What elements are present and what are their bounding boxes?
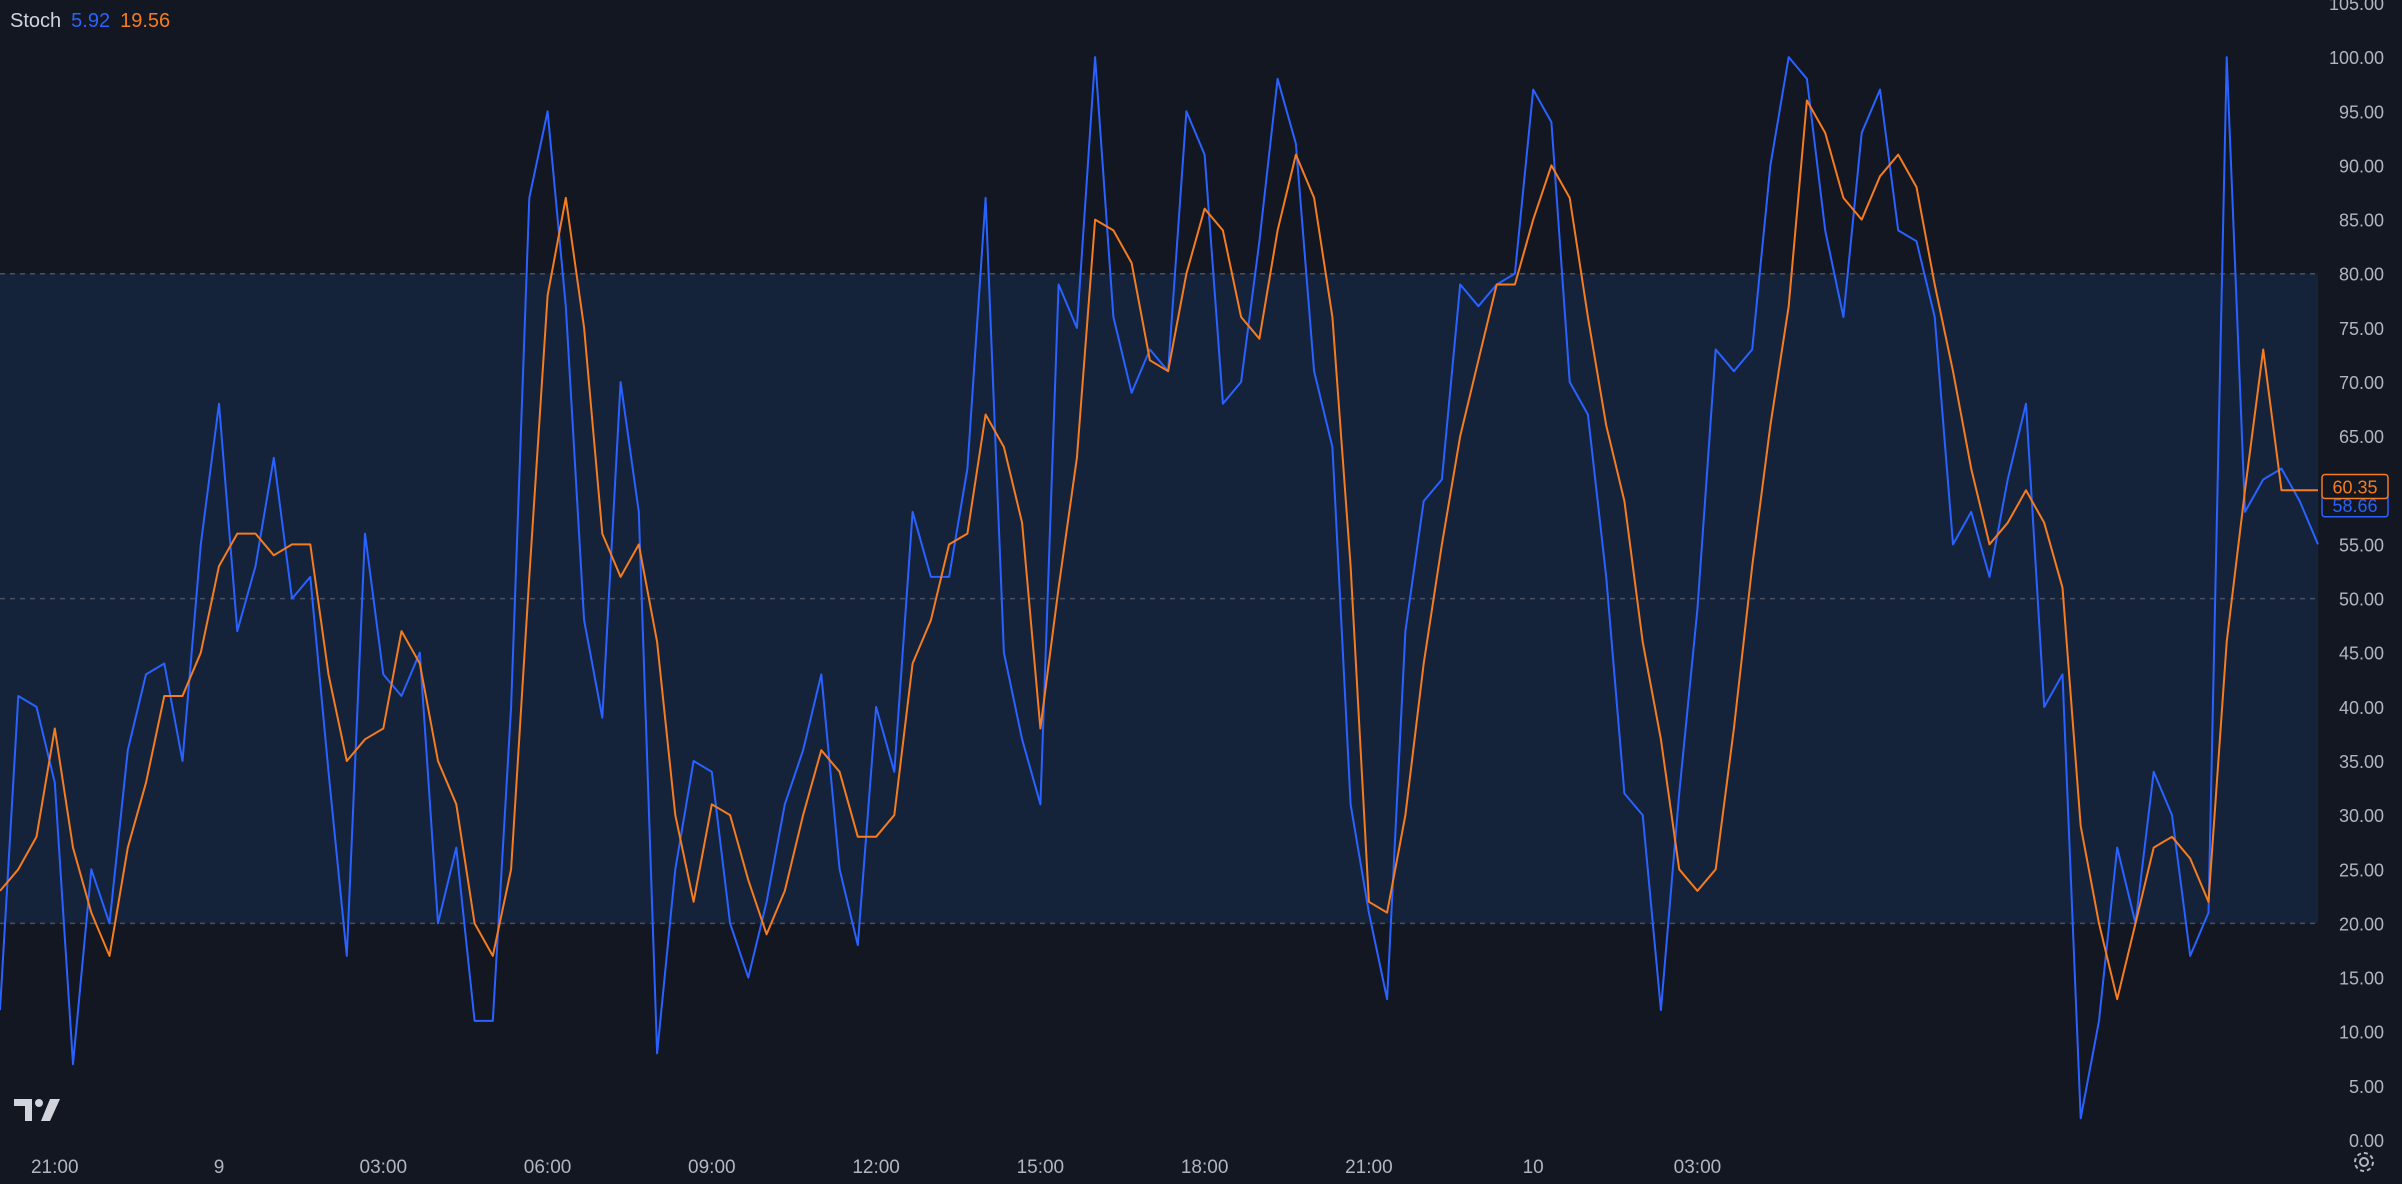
y-tick-label: 15.00 [2339, 969, 2384, 989]
x-tick-label: 21:00 [31, 1157, 79, 1178]
y-tick-label: 70.00 [2339, 373, 2384, 393]
x-tick-label: 18:00 [1181, 1157, 1229, 1178]
y-tick-label: 105.00 [2329, 0, 2384, 14]
y-tick-label: 90.00 [2339, 156, 2384, 176]
x-tick-label: 10 [1523, 1157, 1544, 1178]
tradingview-logo-icon[interactable] [14, 1097, 60, 1123]
d-last-value-label: 60.35 [2332, 477, 2377, 497]
y-tick-label: 45.00 [2339, 644, 2384, 664]
y-tick-label: 5.00 [2349, 1077, 2384, 1097]
y-tick-label: 35.00 [2339, 752, 2384, 772]
d-last-value-badge [2321, 473, 2389, 500]
y-tick-label: 25.00 [2339, 860, 2384, 880]
legend-d-value: 19.56 [120, 10, 171, 32]
stoch-d-line [0, 99, 2318, 1001]
y-tick-label: 40.00 [2339, 698, 2384, 718]
y-tick-label: 80.00 [2339, 265, 2384, 285]
y-tick-label: 65.00 [2339, 427, 2384, 447]
indicator-legend[interactable]: Stoch 5.92 19.56 [10, 10, 170, 33]
x-tick-label: 06:00 [524, 1157, 572, 1178]
y-tick-label: 10.00 [2339, 1023, 2384, 1043]
x-tick-label: 9 [214, 1157, 225, 1178]
k-last-value-label: 58.66 [2332, 496, 2377, 516]
x-tick-label: 03:00 [1674, 1157, 1722, 1178]
y-tick-label: 95.00 [2339, 102, 2384, 122]
y-tick-label: 85.00 [2339, 211, 2384, 231]
legend-k-value: 5.92 [71, 10, 111, 32]
y-tick-label: 30.00 [2339, 806, 2384, 826]
x-tick-label: 12:00 [852, 1157, 900, 1178]
legend-name: Stoch [10, 10, 62, 32]
stoch-k-line [0, 56, 2319, 1120]
y-tick-label: 100.00 [2329, 48, 2384, 68]
x-tick-label: 21:00 [1345, 1157, 1393, 1178]
y-tick-label: 0.00 [2349, 1131, 2384, 1151]
settings-icon[interactable] [2352, 1150, 2376, 1174]
y-tick-label: 20.00 [2339, 914, 2384, 934]
y-tick-label: 50.00 [2339, 590, 2384, 610]
y-tick-label: 55.00 [2339, 535, 2384, 555]
x-tick-label: 09:00 [688, 1157, 736, 1178]
x-tick-label: 03:00 [360, 1157, 408, 1178]
y-tick-label: 75.00 [2339, 319, 2384, 339]
x-tick-label: 15:00 [1017, 1157, 1065, 1178]
